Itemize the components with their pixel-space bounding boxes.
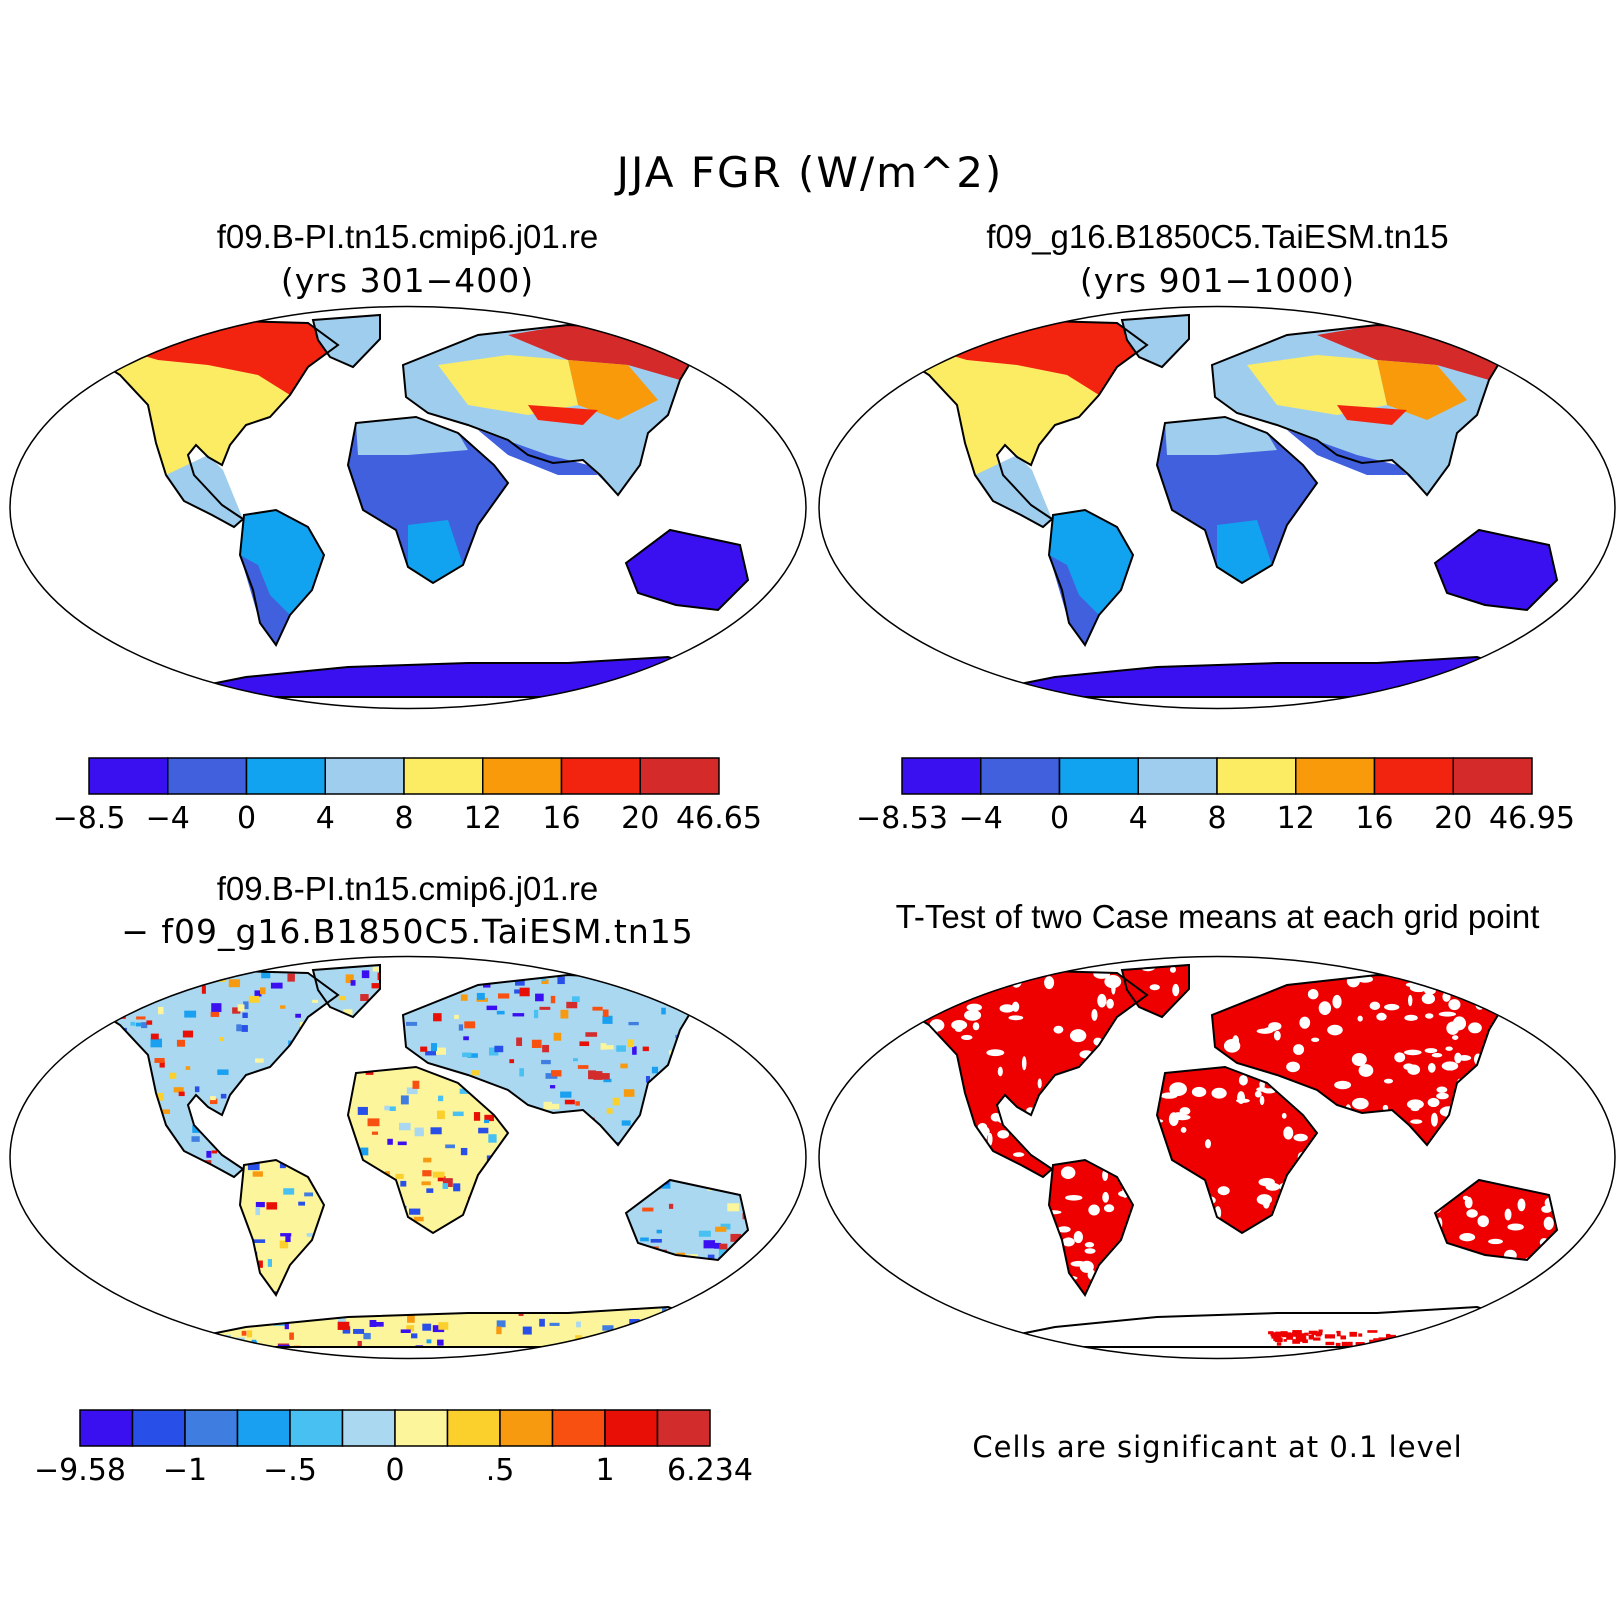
panel-2-years: (yrs 901−1000): [1079, 261, 1356, 300]
panel-1-case-title: f09.B-PI.tn15.cmip6.j01.re: [216, 218, 599, 255]
panel-3-subtitle: − f09_g16.B1850C5.TaiESM.tn15: [121, 912, 694, 951]
colorbar-tick-label: 46.65: [676, 801, 762, 836]
colorbar-tick-label: −9.58: [34, 1453, 126, 1488]
colorbar-box: [289, 1409, 344, 1447]
panel-2-case-title: f09_g16.B1850C5.TaiESM.tn15: [986, 218, 1449, 255]
colorbar-box: [324, 757, 405, 795]
colorbar-tick-label: 12: [464, 801, 502, 836]
colorbar-tick-label: −4: [146, 801, 190, 836]
colorbar-box: [341, 1409, 396, 1447]
colorbar-tick-label: −4: [959, 801, 1003, 836]
colorbar-box: [131, 1409, 186, 1447]
colorbar-box: [1373, 757, 1454, 795]
colorbar-tick-label: 16: [1355, 801, 1393, 836]
colorbar-tick-label: 16: [542, 801, 580, 836]
colorbar-box: [656, 1409, 711, 1447]
colorbar-tick-label: 0: [385, 1453, 404, 1488]
colorbar-tick-label: 0: [1050, 801, 1069, 836]
colorbar-box: [980, 757, 1061, 795]
panel-1-map: [9, 305, 807, 710]
colorbar-tick-label: −8.5: [53, 801, 126, 836]
colorbar-box: [499, 1409, 554, 1447]
colorbar-tick-label: 8: [394, 801, 413, 836]
colorbar-tick-label: −.5: [263, 1453, 317, 1488]
colorbar-tick-label: 4: [1129, 801, 1148, 836]
panel-1-years: (yrs 301−400): [280, 261, 535, 300]
figure-title: JJA FGR (W/m^2): [616, 148, 1004, 197]
colorbar-box: [79, 1409, 134, 1447]
colorbar-box: [1295, 757, 1376, 795]
colorbar-box: [1216, 757, 1297, 795]
colorbar-box: [446, 1409, 501, 1447]
colorbar-box: [245, 757, 326, 795]
colorbar-tick-label: 12: [1277, 801, 1315, 836]
colorbar-tick-label: 0: [237, 801, 256, 836]
colorbar-tick-label: −1: [163, 1453, 207, 1488]
colorbar-box: [604, 1409, 659, 1447]
colorbar-tick-label: 20: [1434, 801, 1472, 836]
panel-2-colorbar: −8.53 −4 0 4 8 12 16 20 46.95: [856, 757, 1575, 836]
panel-3-map: [9, 955, 807, 1360]
colorbar-tick-label: 8: [1207, 801, 1226, 836]
colorbar-box: [551, 1409, 606, 1447]
panel-2-map: [818, 305, 1616, 710]
colorbar-box: [560, 757, 641, 795]
colorbar-box: [1137, 757, 1218, 795]
colorbar-box: [639, 757, 720, 795]
panel-3-colorbar: −9.58 −1 −.5 0 .5 1 6.234: [34, 1409, 753, 1488]
panel-1-colorbar: −8.5 −4 0 4 8 12 16 20 46.65: [53, 757, 762, 836]
colorbar-box: [236, 1409, 291, 1447]
colorbar-tick-label: 6.234: [667, 1453, 753, 1488]
panel-4-title: T-Test of two Case means at each grid po…: [895, 898, 1540, 935]
colorbar-box: [403, 757, 484, 795]
colorbar-box: [482, 757, 563, 795]
colorbar-tick-label: 1: [595, 1453, 614, 1488]
colorbar-box: [1452, 757, 1533, 795]
colorbar-box: [901, 757, 982, 795]
colorbar-box: [1058, 757, 1139, 795]
significance-note: Cells are significant at 0.1 level: [972, 1430, 1463, 1464]
colorbar-tick-label: 4: [316, 801, 335, 836]
colorbar-tick-label: −8.53: [856, 801, 948, 836]
colorbar-box: [167, 757, 248, 795]
colorbar-box: [88, 757, 169, 795]
colorbar-tick-label: .5: [486, 1453, 515, 1488]
panel-4-map: [818, 955, 1616, 1360]
colorbar-tick-label: 46.95: [1489, 801, 1575, 836]
colorbar-box: [394, 1409, 449, 1447]
panel-3-case-title: f09.B-PI.tn15.cmip6.j01.re: [216, 870, 599, 907]
colorbar-tick-label: 20: [621, 801, 659, 836]
colorbar-box: [184, 1409, 239, 1447]
